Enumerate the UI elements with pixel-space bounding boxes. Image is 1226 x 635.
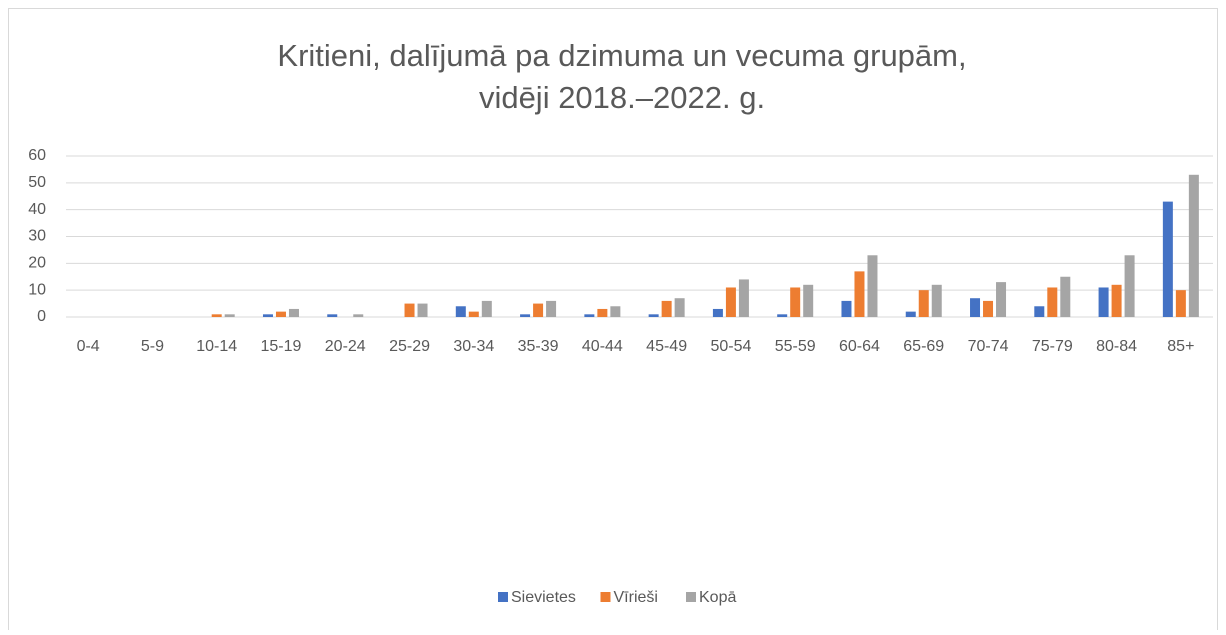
x-tick-label: 60-64 (839, 338, 880, 355)
bar (610, 306, 621, 317)
bar (1111, 284, 1122, 317)
bar (905, 311, 916, 317)
x-tick-label: 55-59 (775, 338, 816, 355)
bar (327, 314, 338, 317)
bar (1047, 287, 1058, 317)
bar (1124, 255, 1135, 317)
x-tick-label: 35-39 (518, 338, 559, 355)
bar (584, 314, 595, 317)
x-tick-label: 15-19 (261, 338, 302, 355)
bar (674, 298, 685, 317)
x-tick-label: 40-44 (582, 338, 623, 355)
x-tick-label: 30-34 (453, 338, 494, 355)
chart-title: Kritieni, dalījumā pa dzimuma un vecuma … (277, 38, 966, 73)
x-tick-label: 25-29 (389, 338, 430, 355)
bar (777, 314, 788, 317)
bar (288, 308, 299, 317)
x-tick-label: 10-14 (196, 338, 237, 355)
bar (404, 303, 415, 317)
x-tick-label: 75-79 (1032, 338, 1073, 355)
x-tick-label: 85+ (1167, 338, 1194, 355)
x-tick-label: 0-4 (77, 338, 100, 355)
bar (211, 314, 222, 317)
bar (1098, 287, 1109, 317)
bar (533, 303, 544, 317)
bar (1188, 174, 1199, 317)
bar (970, 298, 981, 317)
bar (996, 282, 1007, 317)
bar (841, 300, 852, 317)
x-tick-label: 45-49 (646, 338, 687, 355)
legend-label: Kopā (699, 589, 736, 606)
bar (353, 314, 364, 317)
chart-frame (8, 8, 1218, 635)
bar (546, 300, 557, 317)
x-tick-label: 5-9 (141, 338, 164, 355)
x-tick-label: 70-74 (968, 338, 1009, 355)
bar (520, 314, 531, 317)
bar (262, 314, 273, 317)
x-tick-label: 80-84 (1096, 338, 1137, 355)
bar (481, 300, 492, 317)
bar (725, 287, 736, 317)
legend-swatch (498, 592, 508, 602)
bar (1034, 306, 1045, 317)
x-tick-label: 50-54 (710, 338, 751, 355)
bar (648, 314, 659, 317)
bar (918, 290, 929, 317)
y-tick-label: 0 (37, 308, 46, 325)
legend-swatch (600, 592, 611, 602)
x-tick-label: 65-69 (903, 338, 944, 355)
legend-label: Sievietes (511, 589, 576, 606)
bar (1162, 201, 1173, 317)
bar (1060, 276, 1071, 317)
bar (417, 303, 428, 317)
y-tick-label: 60 (28, 147, 46, 164)
bar (468, 311, 479, 317)
bar (983, 300, 994, 317)
bar (712, 308, 723, 317)
y-tick-label: 20 (28, 255, 46, 272)
legend-swatch (686, 592, 696, 602)
bar (790, 287, 801, 317)
legend-label: Vīrieši (614, 589, 658, 606)
bar (867, 255, 878, 317)
bar (455, 306, 466, 317)
bar (597, 308, 608, 317)
y-tick-label: 40 (28, 201, 46, 218)
bar (738, 279, 749, 317)
chart-title: vidēji 2018.–2022. g. (479, 80, 765, 115)
bar (661, 300, 672, 317)
bar (224, 314, 235, 317)
x-tick-label: 20-24 (325, 338, 366, 355)
y-tick-label: 10 (28, 281, 46, 298)
y-tick-label: 50 (28, 174, 46, 191)
bar (275, 311, 286, 317)
bar (854, 271, 865, 317)
bar (1175, 290, 1186, 317)
bar (803, 284, 814, 317)
bar (931, 284, 942, 317)
y-tick-label: 30 (28, 228, 46, 245)
